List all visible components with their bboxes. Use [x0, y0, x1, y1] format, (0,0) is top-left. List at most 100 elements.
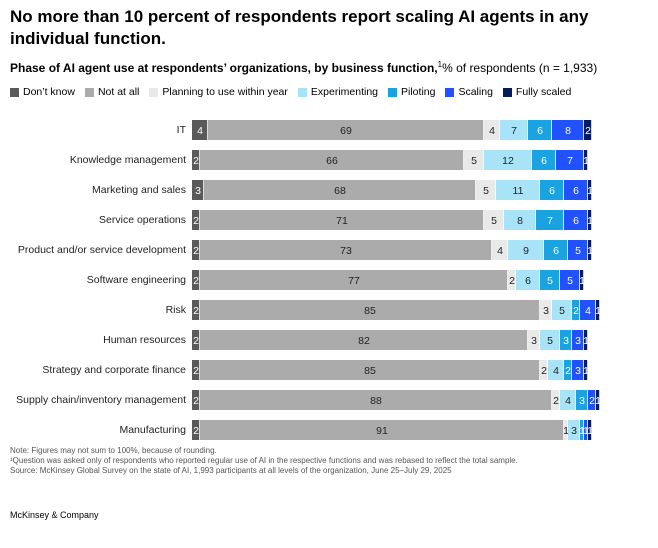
brand: McKinsey & Company: [10, 510, 99, 520]
value-label: 69: [340, 125, 352, 137]
value-label: 71: [336, 215, 348, 227]
legend-swatch: [10, 87, 19, 97]
bar-segment: [560, 390, 576, 410]
bar-segment: [192, 120, 208, 140]
chart-title: No more than 10 percent of respondents r…: [10, 7, 589, 48]
bar-segment: [464, 150, 484, 170]
bar-segment: [580, 300, 596, 320]
note: Note: Figures may not sum to 100%, becau…: [10, 446, 217, 455]
bar-segment: [192, 240, 200, 260]
bar-segment: [576, 390, 588, 410]
bar-segment: [192, 330, 200, 350]
legend-item: Scaling: [445, 86, 493, 98]
notes: Note: Figures may not sum to 100%, becau…: [10, 446, 518, 476]
value-label: 6: [553, 245, 559, 257]
value-label: 1: [579, 275, 585, 287]
note: ¹Question was asked only of respondents …: [10, 456, 518, 465]
value-label: 1: [579, 425, 585, 437]
legend: Don’t know Not at all Planning to use with…: [10, 86, 571, 98]
category-label: Knowledge management: [70, 154, 186, 166]
value-label: 1: [583, 425, 589, 437]
bar-segment: [544, 240, 568, 260]
bar-segment: [584, 360, 588, 380]
value-label: 2: [193, 335, 199, 347]
bar-segment: [192, 360, 200, 380]
legend-label: Not at all: [97, 86, 140, 98]
category-label: IT: [177, 124, 187, 136]
value-label: 4: [565, 395, 571, 407]
bar-segment: [560, 330, 572, 350]
value-label: 2: [573, 305, 579, 317]
bar-segment: [528, 330, 540, 350]
bar-segment: [192, 270, 200, 290]
bar-segment: [588, 390, 596, 410]
value-label: 2: [541, 365, 547, 377]
bar-segment: [192, 390, 200, 410]
bar-segment: [548, 360, 564, 380]
value-label: 1: [583, 365, 589, 377]
bar-segment: [580, 420, 584, 440]
value-label: 4: [585, 305, 591, 317]
bar-segment: [584, 420, 588, 440]
bar-segment: [588, 210, 592, 230]
value-label: 1: [587, 185, 593, 197]
value-label: 2: [193, 425, 199, 437]
value-label: 2: [565, 365, 571, 377]
value-label: 85: [364, 305, 376, 317]
bar-segment: [584, 330, 588, 350]
value-label: 4: [497, 245, 503, 257]
footnote-marker: 1: [437, 60, 443, 69]
legend-swatch: [297, 87, 307, 97]
bar-segment: [532, 150, 556, 170]
value-label: 5: [559, 305, 565, 317]
bar-segment: [540, 270, 560, 290]
value-label: 5: [483, 185, 489, 197]
value-label: 2: [585, 125, 591, 137]
bar-segment: [580, 270, 584, 290]
subtitle-block: Phase of AI agent use at respondents’ or…: [10, 60, 597, 75]
value-label: 8: [517, 215, 523, 227]
legend-item: Planning to use within year: [149, 86, 288, 98]
legend-swatch: [502, 87, 512, 97]
value-label: 3: [575, 365, 581, 377]
value-label: 6: [549, 185, 555, 197]
value-label: 1: [583, 335, 589, 347]
bar-segment: [192, 210, 200, 230]
bar-segment: [200, 150, 464, 170]
bar-segment: [568, 420, 580, 440]
bar-segment: [200, 360, 540, 380]
value-label: 2: [193, 395, 199, 407]
subtitle: Phase of AI agent use at respondents’ or…: [10, 61, 438, 75]
bar-segment: [552, 300, 572, 320]
value-label: 3: [579, 395, 585, 407]
value-label: 68: [334, 185, 346, 197]
legend-item: Piloting: [388, 86, 435, 98]
bar-segment: [588, 420, 592, 440]
category-label: Service operations: [99, 214, 186, 226]
bar-segment: [492, 240, 508, 260]
note: Source: McKinsey Global Survey on the st…: [10, 466, 452, 475]
value-label: 66: [326, 155, 338, 167]
bar-segment: [552, 120, 584, 140]
value-label: 3: [195, 185, 201, 197]
category-label: Human resources: [103, 334, 186, 346]
bar-segment: [204, 180, 476, 200]
value-label: 4: [197, 125, 203, 137]
bar-segment: [516, 270, 540, 290]
bar-segment: [476, 180, 496, 200]
value-label: 2: [193, 155, 199, 167]
value-label: 3: [543, 305, 549, 317]
bar-segment: [588, 240, 592, 260]
bar-segment: [584, 150, 588, 170]
bar-segment: [508, 240, 544, 260]
category-label: Marketing and sales: [92, 184, 186, 196]
value-label: 2: [193, 365, 199, 377]
legend-swatch: [445, 87, 455, 97]
bar-segment: [564, 420, 568, 440]
value-label: 88: [370, 395, 382, 407]
bar-segment: [564, 210, 588, 230]
bar-segment: [508, 270, 516, 290]
legend-label: Don’t know: [23, 86, 75, 98]
bar-segment: [536, 210, 564, 230]
